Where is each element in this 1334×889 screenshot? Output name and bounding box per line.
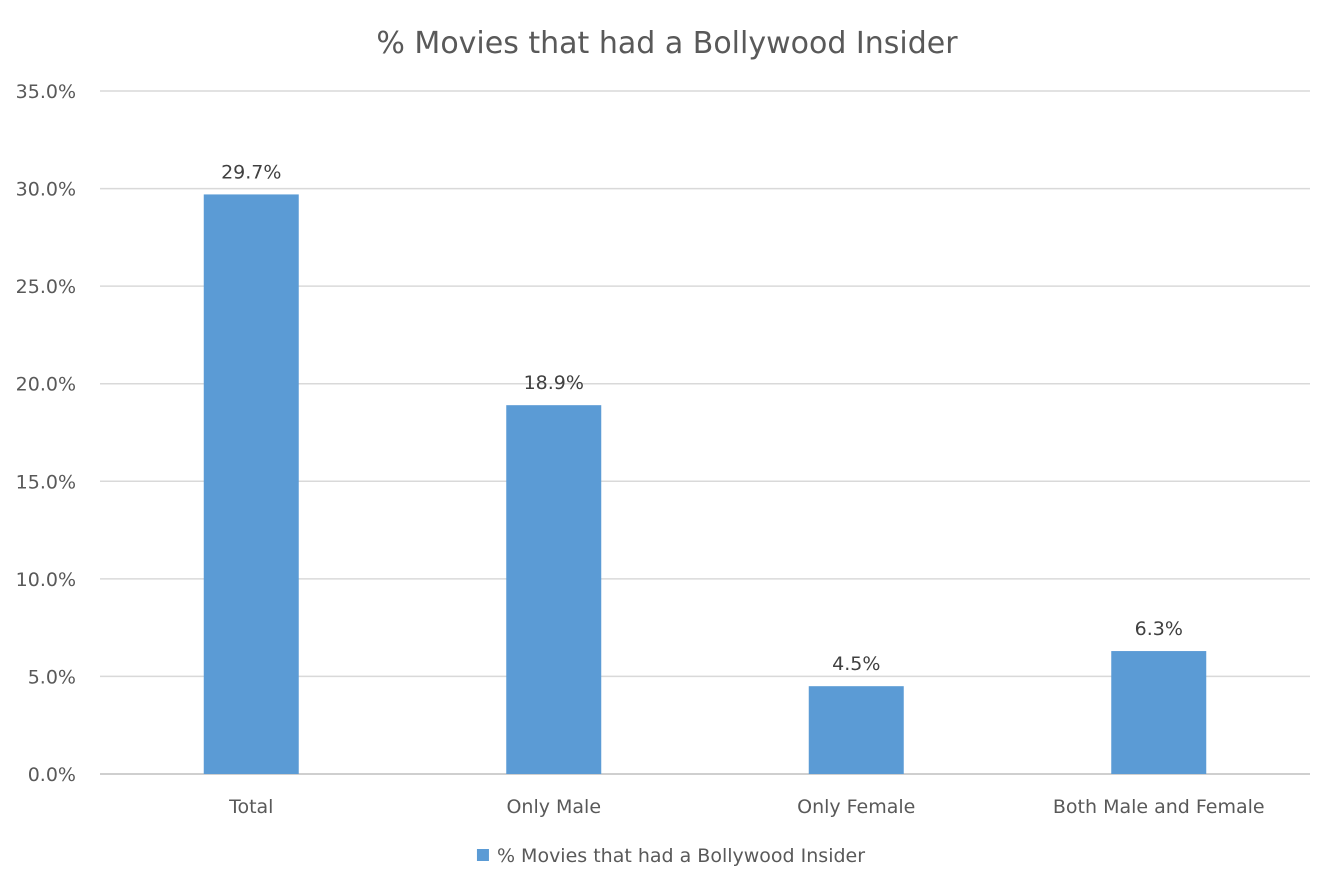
bar: [203, 194, 299, 774]
y-tick-label: 20.0%: [16, 374, 76, 396]
x-axis-categories: Total Only Male Only Female Both Male and F…: [228, 796, 1265, 818]
legend-swatch: [476, 849, 489, 861]
data-label: 6.3%: [1135, 618, 1183, 640]
y-tick-label: 0.0%: [28, 764, 76, 786]
bars: [203, 194, 1207, 774]
x-category-label: Total: [228, 796, 273, 818]
bar: [808, 686, 904, 774]
data-label: 18.9%: [524, 372, 584, 394]
x-category-label: Only Female: [797, 796, 915, 818]
y-tick-label: 25.0%: [16, 276, 76, 298]
data-labels: 29.7% 18.9% 4.5% 6.3%: [221, 161, 1183, 675]
data-label: 4.5%: [832, 653, 880, 675]
legend: % Movies that had a Bollywood Insider: [476, 845, 865, 867]
bar: [1111, 651, 1207, 774]
bar: [506, 405, 602, 774]
data-label: 29.7%: [221, 161, 281, 183]
legend-label: % Movies that had a Bollywood Insider: [497, 845, 865, 867]
x-category-label: Only Male: [506, 796, 601, 818]
y-axis-ticks: 0.0% 5.0% 10.0% 15.0% 20.0% 25.0% 30.0% 35.0%: [16, 81, 76, 786]
y-tick-label: 5.0%: [28, 666, 76, 688]
x-category-label: Both Male and Female: [1053, 796, 1265, 818]
y-tick-label: 35.0%: [16, 81, 76, 103]
chart-title: % Movies that had a Bollywood Insider: [376, 26, 958, 61]
y-tick-label: 15.0%: [16, 471, 76, 493]
y-tick-label: 30.0%: [16, 179, 76, 201]
y-tick-label: 10.0%: [16, 569, 76, 591]
gridlines: [100, 90, 1310, 775]
